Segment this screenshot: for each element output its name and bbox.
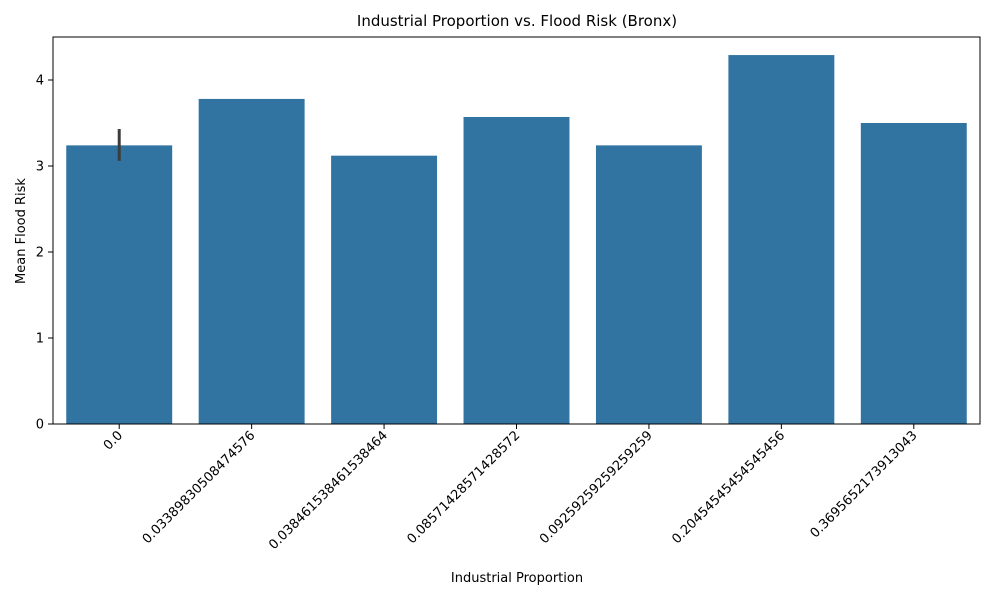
plot-area: 0 1 2 3 4 0.0 0.03389830508474576 0.03846153846…	[36, 36, 981, 553]
x-tick-label: 0.03389830508474576	[140, 428, 259, 547]
x-tick-label: 0.0	[101, 428, 126, 453]
x-tick-label: 0.038461538461538464	[266, 428, 391, 553]
y-tick-label: 0	[36, 418, 44, 433]
x-tick-label: 0.08571428571428572	[405, 428, 524, 547]
bar	[860, 123, 967, 424]
bar	[463, 116, 570, 424]
x-tick-label: 0.20454545454545456	[669, 428, 788, 547]
bar	[595, 145, 702, 425]
x-tick-label: 0.3695652173913043	[808, 428, 921, 541]
y-axis-label: Mean Flood Risk	[14, 178, 29, 284]
y-tick-label: 4	[36, 74, 44, 89]
y-tick-label: 2	[36, 246, 44, 261]
y-tick-label: 1	[36, 332, 44, 347]
bar	[728, 55, 835, 425]
bar	[66, 145, 173, 425]
bar	[198, 98, 305, 425]
x-axis-label: Industrial Proportion	[451, 571, 583, 586]
bar	[331, 155, 438, 424]
x-tick-label: 0.09259259259259259	[537, 428, 656, 547]
y-tick-label: 3	[36, 160, 44, 175]
chart-title: Industrial Proportion vs. Flood Risk (Br…	[357, 12, 677, 30]
